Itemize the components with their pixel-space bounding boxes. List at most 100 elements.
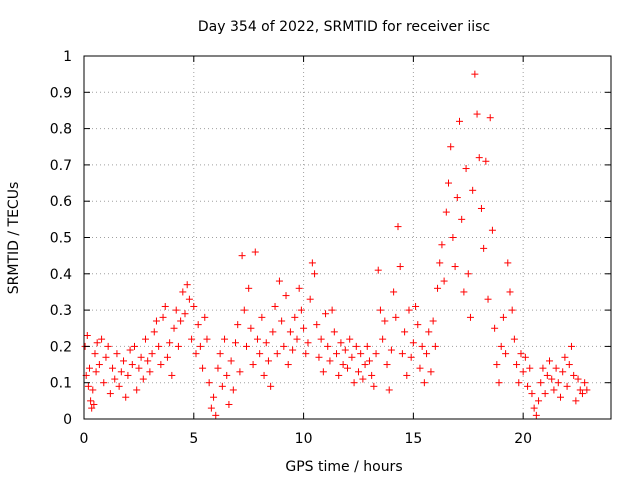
data-point <box>515 379 523 387</box>
data-point <box>168 371 176 379</box>
data-point <box>207 404 215 412</box>
data-point <box>449 234 457 241</box>
y-tick-labels: 0 0.1 0.2 0.3 0.4 0.5 0.6 0.7 0.8 0.9 1 <box>50 49 72 428</box>
x-tick-label: 15 <box>404 431 422 447</box>
data-point <box>229 386 237 394</box>
data-point <box>445 179 453 187</box>
data-point <box>324 342 332 350</box>
data-point <box>341 346 349 354</box>
data-point <box>238 252 246 260</box>
data-point <box>462 165 470 173</box>
data-point <box>528 390 536 398</box>
data-point <box>532 411 540 419</box>
data-point <box>100 379 108 387</box>
data-point <box>98 335 106 343</box>
data-point <box>363 342 371 350</box>
data-point <box>429 317 437 325</box>
data-point <box>387 346 395 354</box>
data-point <box>559 368 567 376</box>
data-point <box>398 350 406 358</box>
data-point <box>401 328 409 336</box>
data-point <box>308 259 316 267</box>
data-point <box>92 368 100 376</box>
data-point <box>284 361 292 369</box>
data-point <box>546 357 554 365</box>
data-point <box>405 306 413 314</box>
data-point <box>537 379 545 387</box>
data-point <box>185 295 193 303</box>
data-point <box>181 310 189 318</box>
data-point <box>414 321 422 329</box>
data-point <box>177 317 185 325</box>
data-point <box>295 284 303 292</box>
data-point <box>535 397 543 405</box>
data-point <box>201 313 209 321</box>
data-point <box>453 194 461 202</box>
data-point <box>442 208 450 216</box>
data-point <box>460 288 468 296</box>
data-point <box>221 335 229 343</box>
data-point <box>251 248 259 256</box>
data-point <box>350 379 358 387</box>
data-point <box>203 335 211 343</box>
data-point <box>216 350 224 358</box>
data-point <box>223 371 231 379</box>
y-tick-label: 0.6 <box>50 194 72 210</box>
data-point <box>506 288 514 296</box>
data-point <box>464 270 472 278</box>
data-point <box>330 328 338 336</box>
data-point <box>148 350 156 358</box>
data-point <box>447 143 455 151</box>
data-point <box>249 361 257 369</box>
grid <box>84 56 611 419</box>
data-point <box>199 364 207 372</box>
data-point <box>115 382 123 390</box>
data-point <box>166 339 174 347</box>
data-point <box>88 404 96 412</box>
data-point <box>403 371 411 379</box>
data-point <box>131 342 139 350</box>
data-point <box>214 364 222 372</box>
data-point <box>539 364 547 372</box>
data-point <box>326 357 334 365</box>
data-point <box>328 306 336 314</box>
data-point <box>155 342 163 350</box>
data-point <box>552 364 560 372</box>
data-point <box>304 339 312 347</box>
data-point <box>502 350 510 358</box>
data-point <box>83 332 91 340</box>
data-point <box>561 353 569 361</box>
y-axis-label: SRMTID / TECUs <box>6 182 22 295</box>
data-point <box>396 263 404 271</box>
data-point <box>232 339 240 347</box>
data-point <box>370 382 378 390</box>
data-point <box>486 114 494 122</box>
data-point <box>510 335 518 343</box>
data-point <box>113 350 121 358</box>
data-point <box>499 313 507 321</box>
data-point <box>286 328 294 336</box>
data-point <box>190 302 198 310</box>
data-point <box>412 302 420 310</box>
data-point <box>352 342 360 350</box>
data-point <box>390 288 398 296</box>
data-point <box>354 368 362 376</box>
data-point <box>420 379 428 387</box>
data-point <box>517 350 525 358</box>
data-point <box>267 382 275 390</box>
data-points <box>81 70 591 419</box>
y-tick-label: 0.8 <box>50 122 72 138</box>
data-point <box>513 361 521 369</box>
x-axis-label: GPS time / hours <box>285 459 402 475</box>
chart-title: Day 354 of 2022, SRMTID for receiver iis… <box>198 19 490 35</box>
data-point <box>339 361 347 369</box>
data-point <box>567 342 575 350</box>
data-point <box>526 364 534 372</box>
axis-ticks <box>83 55 611 420</box>
data-point <box>282 292 290 300</box>
data-point <box>225 400 233 408</box>
data-point <box>359 375 367 383</box>
data-point <box>365 357 373 365</box>
data-point <box>392 313 400 321</box>
data-point <box>210 393 218 401</box>
